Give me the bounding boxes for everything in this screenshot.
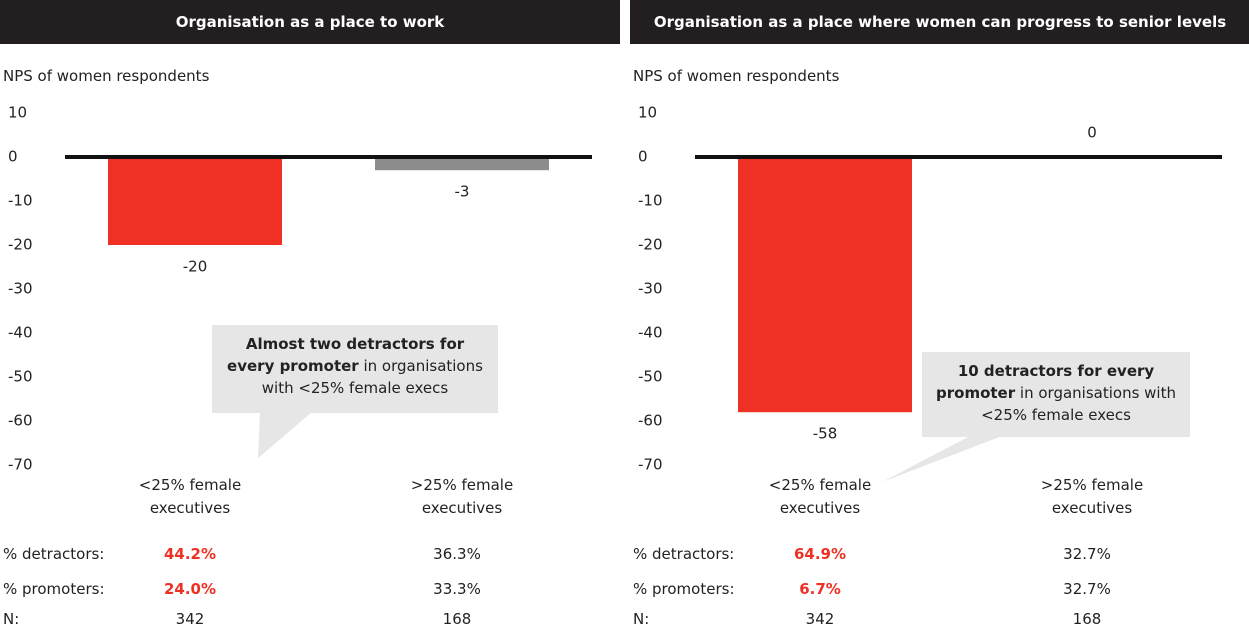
callout-bold: Almost two detractors for every promoter [227,335,465,375]
y-tick-label: -10 [8,192,33,210]
row-value: 168 [442,610,472,628]
callout-tail [258,412,312,458]
category-label: >25% female executives [410,476,514,517]
value-label: -20 [183,258,208,276]
y-tick-label: -50 [638,368,663,386]
y-tick-label: -40 [638,324,663,342]
row-label: % detractors: [3,545,105,563]
callout: 10 detractors for every promoter in orga… [922,352,1190,437]
bar [108,157,282,245]
y-tick-label: 0 [8,148,18,166]
callout-text: in organisations with <25% female execs [261,357,483,397]
callout: Almost two detractors for every promoter… [212,325,498,413]
category-label: <25% female executives [138,476,242,517]
row-label: % detractors: [633,545,735,563]
row-value: 32.7% [1063,545,1111,563]
bar [738,157,912,413]
y-tick-label: -10 [638,192,663,210]
row-value: 36.3% [433,545,481,563]
y-tick-label: -50 [8,368,33,386]
panel-title: Organisation as a place to work [0,0,620,44]
value-label: -58 [813,425,838,443]
callout-bold: 10 detractors for every promoter [936,362,1155,402]
subtitle: NPS of women respondents [633,67,840,85]
y-tick-label: -70 [638,456,663,474]
y-tick-label: -70 [8,456,33,474]
value-label: 0 [1087,124,1097,142]
y-tick-label: 0 [638,148,648,166]
y-tick-label: 10 [638,104,657,122]
y-tick-label: 10 [8,104,27,122]
y-tick-label: -60 [8,412,33,430]
callout-text: in organisations with <25% female execs [981,384,1176,424]
y-tick-label: -60 [638,412,663,430]
y-tick-label: -20 [8,236,33,254]
row-label: % promoters: [633,580,735,598]
row-value: 64.9% [793,545,847,563]
y-tick-label: -30 [8,280,33,298]
row-value: 32.7% [1063,580,1111,598]
category-label: >25% female executives [1040,476,1144,517]
value-label: -3 [455,183,470,201]
subtitle: NPS of women respondents [3,67,210,85]
callout-tail [882,436,1002,482]
row-value: 24.0% [163,580,217,598]
y-tick-label: -40 [8,324,33,342]
bar [375,157,549,171]
row-value: 6.7% [799,580,841,598]
row-value: 342 [805,610,835,628]
row-label: % promoters: [3,580,105,598]
row-value: 44.2% [163,545,217,563]
row-value: 342 [175,610,205,628]
row-label: N: [3,610,20,628]
row-value: 33.3% [433,580,481,598]
row-value: 168 [1072,610,1102,628]
y-tick-label: -30 [638,280,663,298]
row-label: N: [633,610,650,628]
category-label: <25% female executives [768,476,872,517]
y-tick-label: -20 [638,236,663,254]
panel-title: Organisation as a place where women can … [630,0,1249,44]
